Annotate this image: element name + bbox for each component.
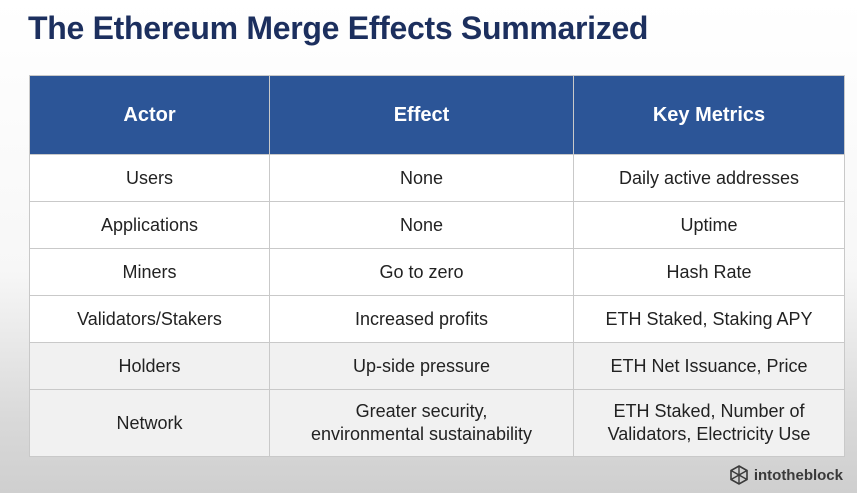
cell-metrics: Hash Rate	[573, 248, 845, 296]
cell-metrics: Daily active addresses	[573, 154, 845, 202]
cell-effect-line: environmental sustainability	[310, 424, 533, 444]
table-row: Applications None Uptime	[29, 201, 845, 249]
cell-effect: None	[269, 201, 574, 249]
cell-actor: Network	[29, 389, 270, 457]
logo-text: intotheblock	[753, 466, 843, 484]
cell-effect: Increased profits	[269, 295, 574, 343]
intotheblock-logo: intotheblock	[729, 465, 843, 485]
header-actor: Actor	[29, 75, 270, 155]
table-row: Miners Go to zero Hash Rate	[29, 248, 845, 296]
header-key-metrics: Key Metrics	[573, 75, 845, 155]
table-row: Network Greater security, environmental …	[29, 389, 845, 457]
cell-actor: Miners	[29, 248, 270, 296]
cell-metrics: Uptime	[573, 201, 845, 249]
header-effect: Effect	[269, 75, 574, 155]
cell-metrics: ETH Staked, Number of Validators, Electr…	[573, 389, 845, 457]
cell-effect: Greater security, environmental sustaina…	[269, 389, 574, 457]
table-row: Users None Daily active addresses	[29, 154, 845, 202]
cell-metrics: ETH Net Issuance, Price	[573, 342, 845, 390]
table-header-row: Actor Effect Key Metrics	[29, 75, 845, 155]
intotheblock-logo-icon	[729, 465, 749, 485]
cell-metrics: ETH Staked, Staking APY	[573, 295, 845, 343]
merge-effects-table: Actor Effect Key Metrics Users None Dail…	[29, 75, 845, 457]
page-title: The Ethereum Merge Effects Summarized	[28, 10, 649, 46]
table-row: Validators/Stakers Increased profits ETH…	[29, 295, 845, 343]
cell-metrics-line: ETH Staked, Number of	[613, 401, 805, 421]
cell-actor: Users	[29, 154, 270, 202]
cell-actor: Applications	[29, 201, 270, 249]
cell-effect: Go to zero	[269, 248, 574, 296]
cell-effect-line: Greater security,	[355, 401, 488, 421]
table-row: Holders Up-side pressure ETH Net Issuanc…	[29, 342, 845, 390]
cell-effect: None	[269, 154, 574, 202]
cell-actor: Holders	[29, 342, 270, 390]
cell-effect: Up-side pressure	[269, 342, 574, 390]
cell-metrics-line: Validators, Electricity Use	[607, 424, 811, 444]
cell-actor: Validators/Stakers	[29, 295, 270, 343]
